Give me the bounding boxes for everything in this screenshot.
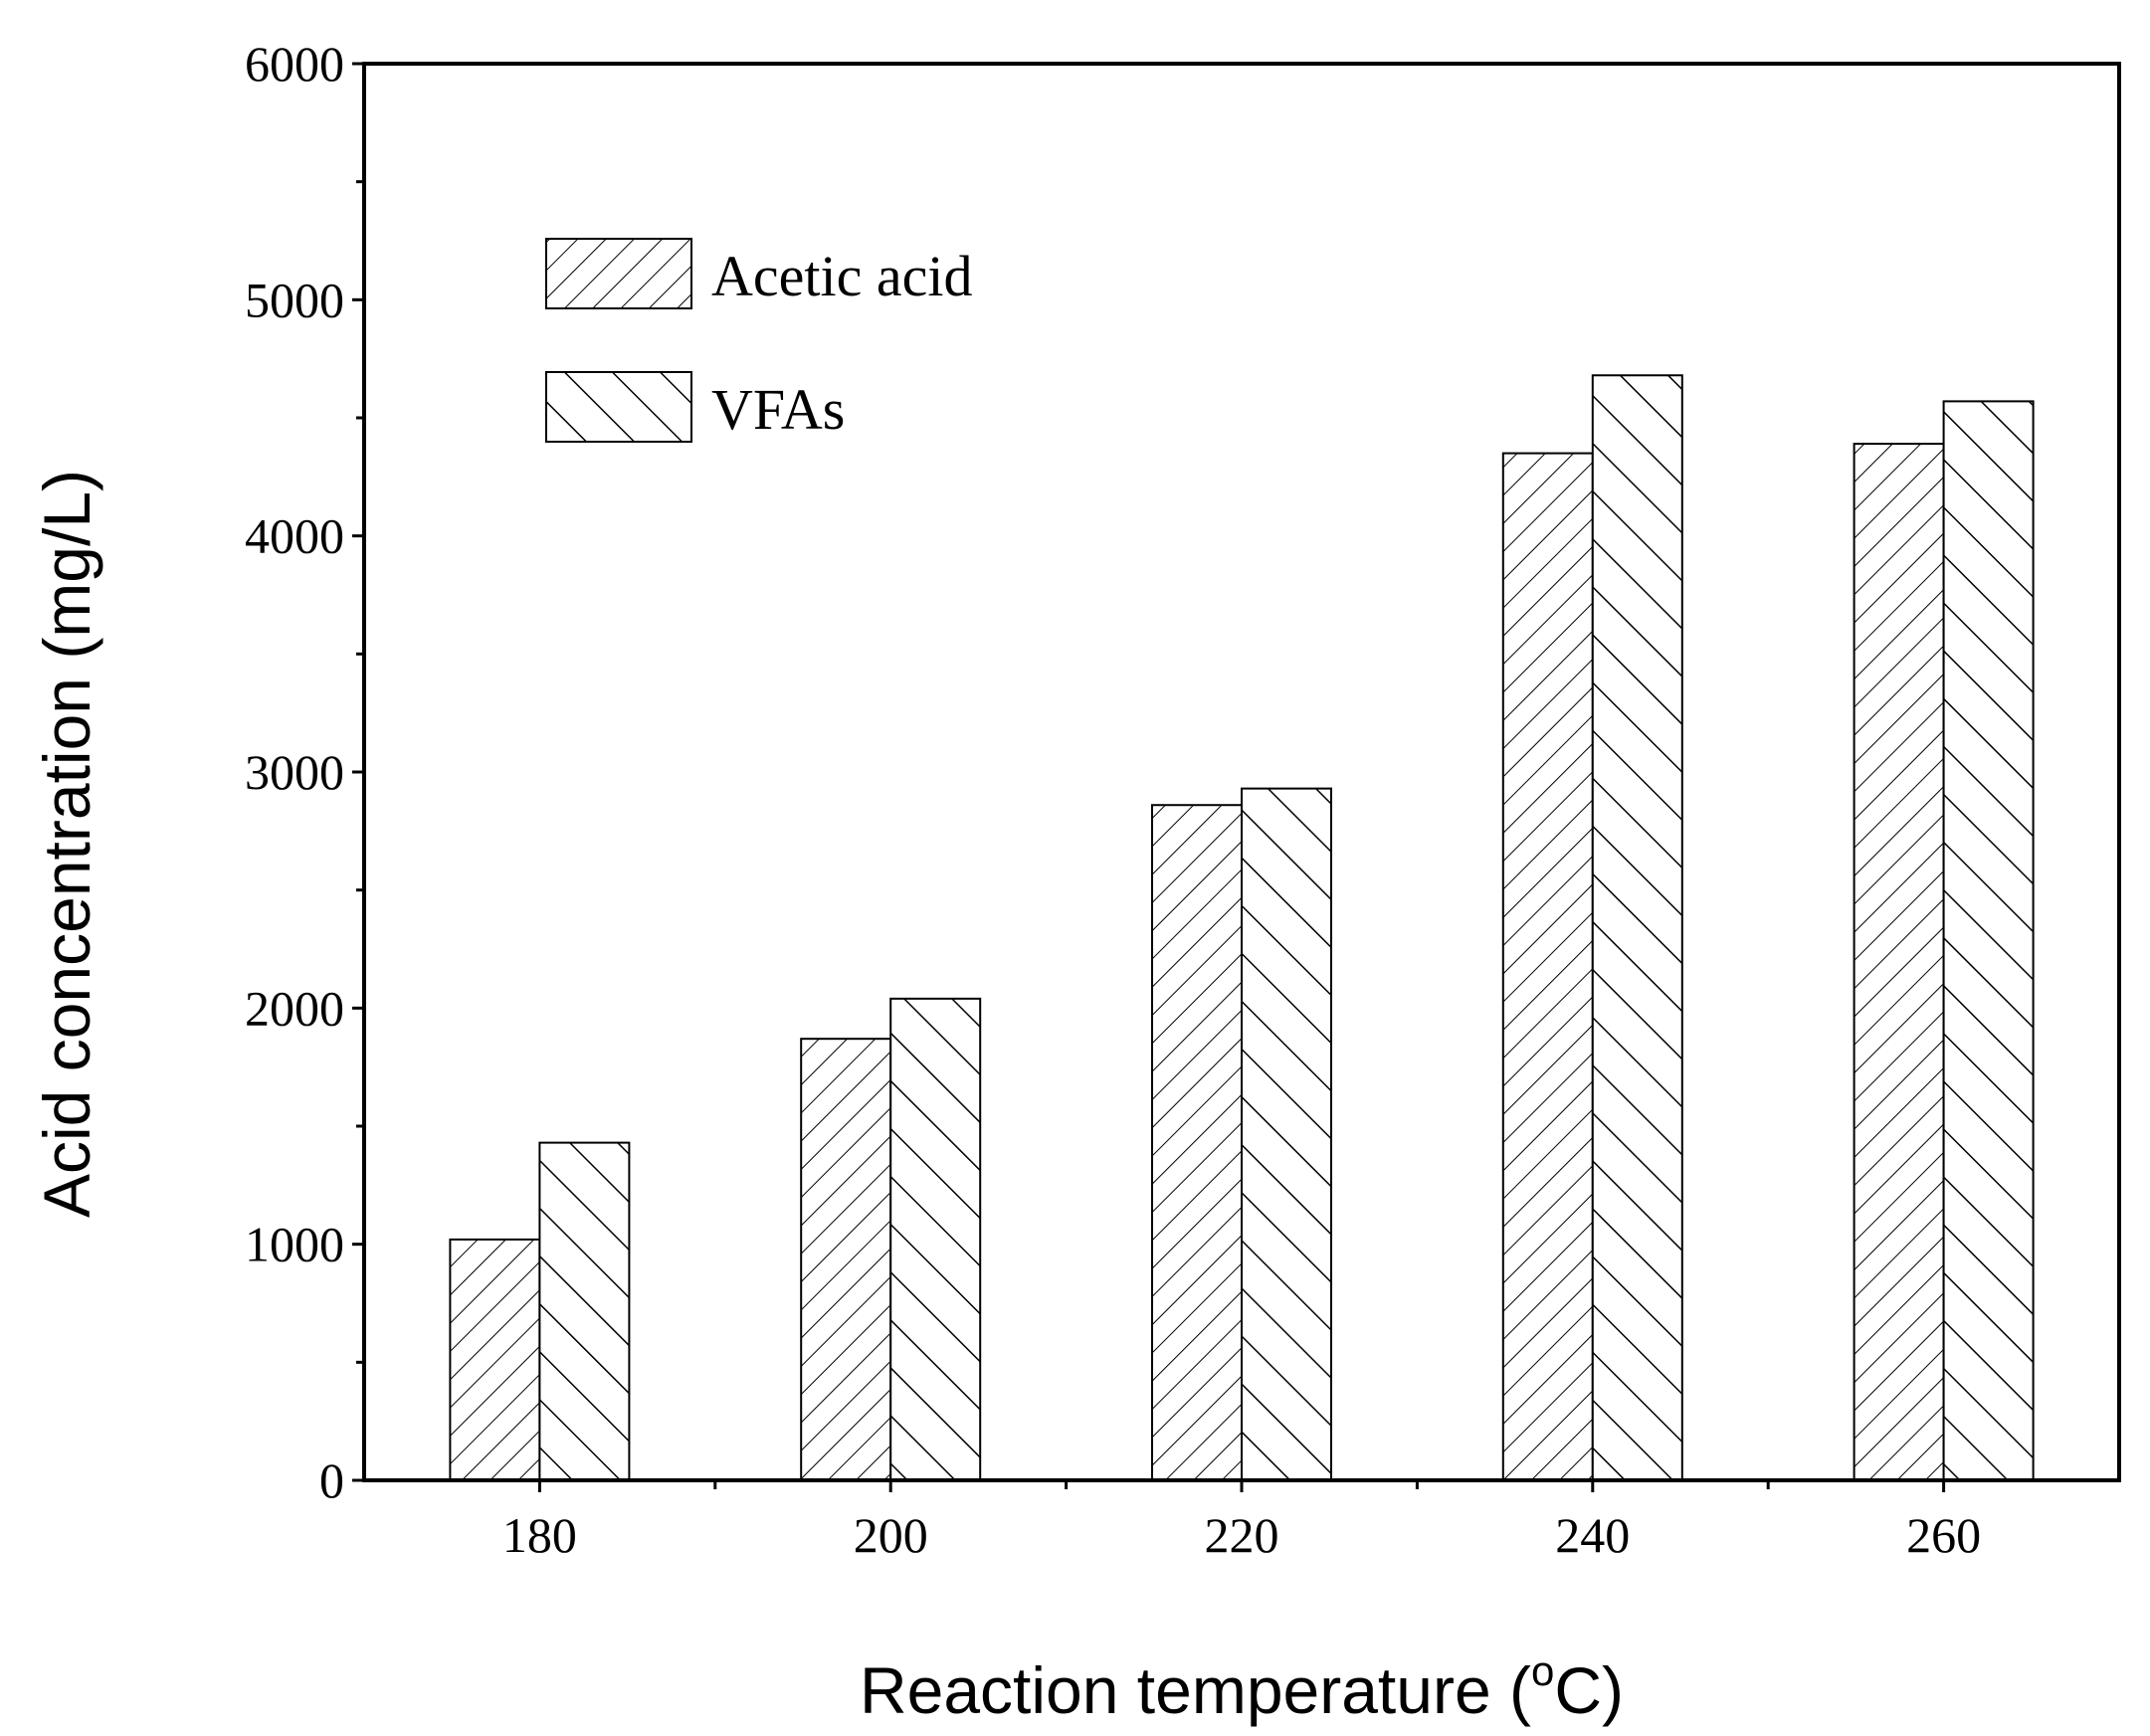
- y-axis-title: Acid concentration (mg/L): [30, 470, 103, 1218]
- bar-acetic-acid-260: [1853, 443, 1945, 1481]
- y-tick-label-6000: 6000: [245, 36, 344, 92]
- y-tick-label-0: 0: [319, 1452, 344, 1508]
- bar-vfas-220: [1241, 787, 1332, 1481]
- bar-acetic-acid-200: [800, 1038, 892, 1481]
- y-tick-label-3000: 3000: [245, 744, 344, 800]
- x-axis-unit-prefix: (: [1509, 1653, 1531, 1727]
- y-tick-label-4000: 4000: [245, 508, 344, 564]
- x-axis-title: Reaction temperature (oC): [860, 1647, 1624, 1727]
- bar-acetic-acid-220: [1151, 804, 1243, 1481]
- bar-acetic-acid-180: [449, 1238, 541, 1482]
- bar-vfas-180: [538, 1141, 631, 1481]
- y-tick-label-2000: 2000: [245, 980, 344, 1036]
- x-axis-unit-superscript: o: [1531, 1647, 1554, 1694]
- plot-frame: [362, 62, 2121, 1482]
- ticks-group: 180 200 220 240 260 0 1000 2000 3000 4000 5000 6000: [245, 36, 1981, 1563]
- y-tick-label-5000: 5000: [245, 272, 344, 327]
- x-axis-title-main: Reaction temperature: [860, 1653, 1491, 1727]
- x-tick-label-180: 180: [502, 1507, 577, 1563]
- bar-acetic-acid-240: [1501, 452, 1594, 1482]
- x-tick-label-240: 240: [1555, 1507, 1630, 1563]
- bar-vfas-260: [1942, 400, 2035, 1481]
- bars-group: [449, 374, 2035, 1482]
- x-tick-label-220: 220: [1205, 1507, 1279, 1563]
- legend-swatch-acetic-acid: [545, 238, 692, 309]
- x-tick-label-260: 260: [1906, 1507, 1981, 1563]
- x-axis-unit-suffix: C): [1554, 1653, 1624, 1727]
- legend-label-acetic-acid: Acetic acid: [711, 244, 972, 308]
- legend: Acetic acid VFAs: [545, 238, 972, 443]
- bar-vfas-240: [1591, 374, 1683, 1481]
- y-tick-label-1000: 1000: [245, 1217, 344, 1272]
- x-tick-label-200: 200: [854, 1507, 928, 1563]
- legend-swatch-vfas: [545, 371, 692, 443]
- legend-label-vfas: VFAs: [711, 377, 845, 442]
- bar-vfas-200: [889, 997, 982, 1482]
